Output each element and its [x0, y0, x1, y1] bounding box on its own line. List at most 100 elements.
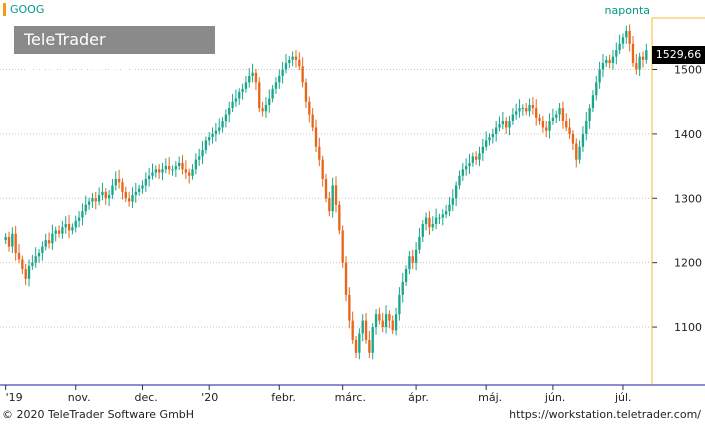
candle-body — [294, 56, 298, 60]
candle — [204, 136, 208, 154]
candle-body — [174, 166, 178, 170]
candle-body — [431, 224, 434, 228]
candle-body — [64, 224, 67, 228]
candle-body — [488, 137, 491, 141]
candle — [334, 176, 338, 213]
candle — [314, 119, 318, 152]
candle — [548, 113, 551, 139]
candle-body — [178, 162, 181, 167]
candle-body — [588, 108, 591, 122]
candle — [284, 54, 288, 74]
candle-body — [248, 75, 251, 83]
candle-body — [291, 56, 294, 60]
candle — [51, 224, 54, 250]
candle — [561, 101, 565, 129]
candle — [151, 163, 154, 180]
candle-body — [444, 211, 448, 215]
candle-body — [331, 185, 334, 212]
candle — [234, 89, 238, 107]
candle — [448, 196, 451, 217]
candle — [291, 51, 294, 67]
candle — [535, 99, 538, 126]
candle — [581, 126, 585, 152]
candle — [301, 57, 304, 88]
candle — [188, 168, 191, 184]
candle-body — [127, 198, 131, 202]
footer-url[interactable]: https://workstation.teletrader.com/ — [509, 408, 701, 421]
candle — [254, 68, 258, 91]
candle-body — [224, 114, 228, 122]
candle-body — [384, 314, 388, 328]
candle — [364, 312, 368, 344]
candle-body — [157, 169, 161, 173]
candle — [324, 173, 328, 203]
period-label: naponta — [604, 4, 650, 17]
candle-body — [27, 265, 31, 279]
candle-body — [461, 169, 464, 176]
candle — [161, 162, 164, 181]
candle-body — [578, 146, 581, 160]
candle-body — [645, 50, 648, 60]
candle — [545, 121, 548, 138]
candle-body — [94, 198, 97, 202]
candle-body — [304, 82, 308, 102]
candle — [481, 139, 484, 161]
candle-body — [374, 314, 378, 328]
candle-body — [568, 127, 571, 134]
candle — [261, 101, 264, 117]
candle — [354, 336, 358, 358]
candle-body — [121, 182, 124, 192]
candle-body — [505, 121, 508, 128]
candle — [264, 97, 268, 118]
candle-body — [484, 140, 488, 147]
candle — [378, 307, 381, 325]
candle-body — [464, 166, 468, 170]
candle — [124, 186, 127, 203]
candle-body — [571, 133, 575, 144]
x-tick-label: máj. — [478, 391, 502, 404]
candle-body — [535, 108, 538, 118]
candle-body — [71, 227, 74, 231]
candle — [184, 160, 188, 179]
candle-body — [518, 108, 521, 112]
candle — [97, 187, 101, 206]
candle — [431, 216, 434, 232]
candle — [434, 208, 438, 230]
candle-body — [428, 217, 431, 228]
candle-body — [188, 172, 191, 176]
candle — [81, 203, 84, 226]
candle-body — [491, 133, 495, 138]
x-tick-label: '19 — [6, 391, 23, 404]
candle-body — [628, 30, 631, 44]
candle — [358, 328, 361, 360]
candle-body — [538, 117, 541, 122]
candle — [638, 52, 641, 76]
candle — [154, 165, 157, 178]
candle-body — [147, 175, 151, 179]
candle — [498, 116, 501, 132]
candle-body — [17, 253, 21, 260]
candle — [308, 96, 311, 123]
candle-body — [214, 130, 218, 134]
candle — [464, 158, 468, 176]
x-tick-label: ápr. — [408, 391, 429, 404]
candle-body — [137, 188, 141, 192]
candle — [34, 247, 37, 268]
candle-body — [631, 43, 635, 64]
candle — [601, 54, 605, 78]
candle — [414, 242, 418, 271]
candle-body — [525, 108, 528, 112]
candle — [278, 69, 281, 89]
candle — [388, 310, 391, 329]
candle — [178, 156, 181, 170]
candle-body — [531, 104, 535, 109]
candle-body — [198, 156, 201, 160]
candle — [54, 226, 57, 242]
candle-body — [551, 117, 555, 122]
candle — [411, 249, 414, 270]
candle-body — [575, 143, 578, 160]
candle-body — [54, 230, 57, 234]
candle-body — [364, 320, 368, 340]
candle-body — [41, 246, 44, 254]
candle — [241, 83, 244, 100]
